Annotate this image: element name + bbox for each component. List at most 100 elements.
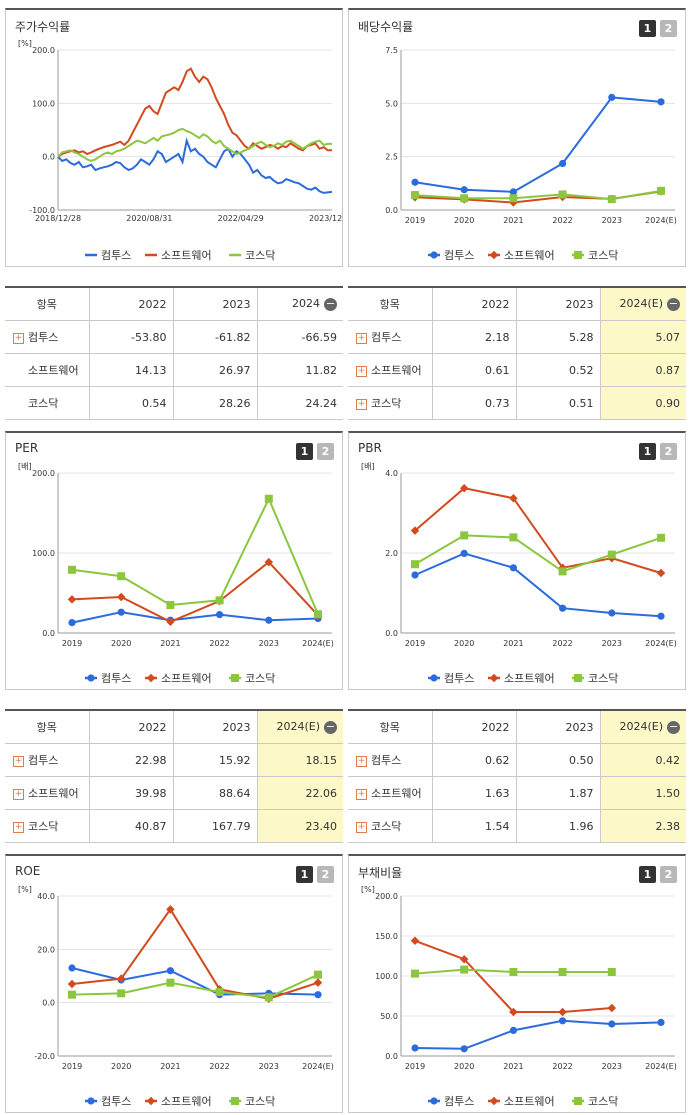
- expand-icon[interactable]: +: [13, 332, 24, 344]
- view-2-button[interactable]: 2: [660, 20, 677, 37]
- x-tick-label: 2024(E): [645, 1062, 677, 1071]
- y-tick-label: 150.0: [375, 932, 398, 941]
- table-row: + 컴투스 22.98 15.92 18.15: [5, 743, 343, 777]
- table-row: + 소프트웨어 0.61 0.52 0.87: [348, 353, 686, 387]
- y-tick-label: 0.0: [385, 629, 398, 638]
- view-1-button[interactable]: 1: [639, 866, 656, 883]
- y-tick-label: 4.0: [385, 469, 398, 478]
- value-cell: 40.87: [88, 809, 173, 843]
- debt-ratio-chart: [%]200.0 150.0 100.0 50.0 0.0 2019 2020 2021 202…: [361, 885, 677, 1108]
- point-marker: [657, 612, 665, 620]
- value-cell: -61.82: [172, 320, 257, 354]
- value-cell: 0.87: [599, 353, 686, 387]
- expand-icon[interactable]: +: [356, 755, 367, 767]
- collapse-icon[interactable]: −: [324, 296, 337, 311]
- view-2-button[interactable]: 2: [317, 443, 334, 460]
- value-cell: 0.52: [515, 353, 600, 387]
- point-marker: [166, 978, 175, 987]
- row-label-cell: + 코스닥: [348, 809, 432, 843]
- x-tick-label: 2018/12/28: [35, 214, 81, 223]
- point-marker: [264, 993, 273, 1002]
- expand-icon[interactable]: +: [356, 398, 367, 410]
- view-1-button[interactable]: 1: [296, 866, 313, 883]
- point-marker: [116, 592, 126, 602]
- expand-icon[interactable]: +: [13, 755, 24, 767]
- point-marker: [657, 98, 665, 106]
- expand-icon[interactable]: +: [356, 332, 367, 344]
- dividend-yield-chart: 7.5 5.0 2.5 0.0 2019 2020 2021 2022 2023 2024(E) 컴…: [385, 46, 677, 262]
- point-marker: [509, 1007, 518, 1017]
- value-cell: 22.98: [88, 743, 173, 777]
- collapse-icon[interactable]: −: [667, 296, 680, 311]
- expand-icon[interactable]: +: [356, 365, 367, 377]
- value-cell: 26.97: [172, 353, 257, 387]
- point-marker: [411, 560, 419, 569]
- x-tick-label: 2023: [602, 216, 622, 225]
- value-cell: -66.59: [256, 320, 343, 354]
- series-line: [414, 189, 662, 201]
- y-tick-label: 100.0: [32, 99, 55, 108]
- table-row: + 소프트웨어 1.63 1.87 1.50: [348, 776, 686, 810]
- y-tick-label: 40.0: [37, 892, 55, 901]
- point-marker: [509, 188, 517, 196]
- point-marker: [509, 493, 518, 503]
- y-tick-label: 0.0: [385, 1052, 398, 1061]
- row-label: 소프트웨어: [28, 787, 79, 800]
- row-label: 소프트웨어: [371, 364, 422, 377]
- unit-label: [배]: [361, 462, 375, 471]
- table-row: 소프트웨어 14.13 26.97 11.82: [5, 353, 343, 387]
- roe-chart: [%] 40.0 20.0 0.0 -20.0 2019 2020 2021 2022 2023 2…: [18, 885, 334, 1108]
- point-marker: [166, 967, 174, 975]
- x-tick-label: 2024(E): [645, 216, 677, 225]
- panel-title: ROE: [15, 864, 41, 878]
- point-marker: [411, 571, 419, 579]
- view-2-button[interactable]: 2: [660, 443, 677, 460]
- view-1-button[interactable]: 1: [639, 20, 656, 37]
- legend-label: 소프트웨어: [504, 1095, 555, 1108]
- value-cell: 39.98: [88, 776, 173, 810]
- expand-icon[interactable]: +: [356, 788, 367, 800]
- point-marker: [657, 1018, 665, 1026]
- point-marker: [509, 968, 518, 976]
- row-label: 코스닥: [28, 397, 59, 410]
- view-2-button[interactable]: 2: [317, 866, 334, 883]
- series-line: [71, 907, 319, 1000]
- point-marker: [509, 194, 518, 203]
- x-tick-label: 2023: [602, 639, 622, 648]
- series-line: [71, 973, 319, 999]
- row-label: 소프트웨어: [371, 787, 422, 800]
- collapse-icon[interactable]: −: [667, 719, 680, 734]
- legend-label: 코스닥: [588, 249, 618, 262]
- point-marker: [460, 194, 469, 203]
- point-marker: [116, 974, 126, 983]
- row-label-cell: + 소프트웨어: [348, 776, 432, 810]
- expand-icon[interactable]: +: [13, 788, 24, 800]
- value-cell: 1.54: [431, 809, 516, 843]
- pbr-table: 항목 2022 2023 2024(E) − + 컴투스 0.62 0.50 0.42 + 소프트웨어…: [348, 709, 686, 843]
- y-tick-label: 50.0: [380, 1012, 398, 1021]
- y-tick-label: -100.0: [29, 206, 55, 215]
- x-tick-label: 2021: [160, 639, 180, 648]
- y-tick-label: 20.0: [37, 945, 55, 954]
- point-marker: [607, 968, 616, 976]
- point-marker: [87, 674, 95, 682]
- collapse-icon[interactable]: −: [324, 719, 337, 734]
- value-cell: 0.90: [599, 386, 686, 420]
- view-2-button[interactable]: 2: [660, 866, 677, 883]
- expand-icon[interactable]: +: [13, 821, 24, 833]
- view-1-button[interactable]: 1: [639, 443, 656, 460]
- point-marker: [608, 609, 616, 617]
- expand-icon[interactable]: +: [356, 821, 367, 833]
- legend-label: 소프트웨어: [504, 249, 555, 262]
- view-1-button[interactable]: 1: [296, 443, 313, 460]
- series-line: [71, 560, 319, 623]
- series-line: [414, 552, 662, 618]
- point-marker: [117, 989, 126, 998]
- point-marker: [657, 186, 665, 195]
- x-tick-label: 2024(E): [302, 1062, 334, 1071]
- series-line: [414, 487, 662, 574]
- point-marker: [509, 533, 518, 542]
